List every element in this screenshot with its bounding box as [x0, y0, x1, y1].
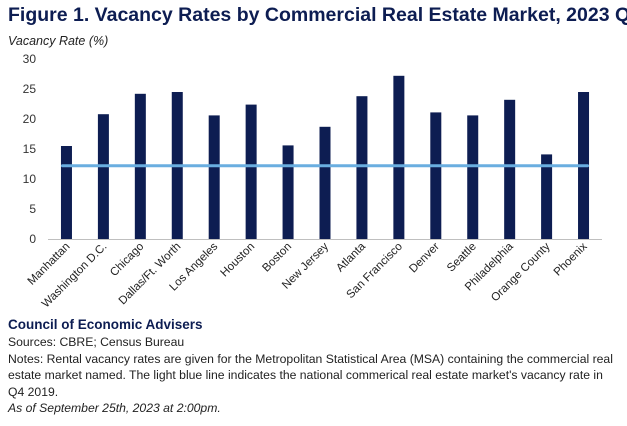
- y-tick-label: 30: [23, 52, 37, 66]
- y-tick-label: 0: [29, 232, 36, 246]
- bar: [504, 99, 516, 239]
- chart-title: Figure 1. Vacancy Rates by Commercial Re…: [8, 4, 627, 26]
- y-tick-label: 5: [29, 202, 36, 216]
- category-label: Chicago: [108, 241, 146, 279]
- y-tick-label: 20: [23, 112, 37, 126]
- notes-text: Notes: Rental vacancy rates are given fo…: [8, 351, 613, 399]
- bars: [60, 75, 590, 239]
- chart-footer: Council of Economic Advisers Sources: CB…: [8, 316, 618, 417]
- y-tick-label: 25: [23, 82, 37, 96]
- category-label: Atlanta: [334, 240, 368, 274]
- y-axis-ticks: 0 5 10 15 20 25 30: [23, 52, 37, 246]
- bar: [319, 126, 331, 239]
- bar: [60, 146, 72, 239]
- bar: [245, 104, 257, 239]
- bar: [356, 96, 368, 239]
- as-of-date: As of September 25th, 2023 at 2:00pm.: [8, 401, 221, 415]
- category-label: Washington D.C.: [40, 241, 110, 311]
- bar: [282, 145, 294, 239]
- category-label: Phoenix: [552, 240, 590, 278]
- bar: [208, 115, 220, 239]
- organization-name: Council of Economic Advisers: [8, 317, 203, 332]
- category-label: Houston: [218, 241, 257, 280]
- y-tick-label: 10: [23, 172, 37, 186]
- bar: [97, 114, 109, 239]
- category-label: Seattle: [445, 241, 479, 275]
- sources-note: Sources: CBRE; Census Bureau: [8, 335, 185, 349]
- bar: [541, 154, 553, 239]
- bar: [467, 115, 479, 239]
- bar: [430, 112, 442, 239]
- bar: [393, 75, 405, 239]
- category-label: Denver: [407, 241, 442, 276]
- y-tick-label: 15: [23, 142, 37, 156]
- y-axis-label: Vacancy Rate (%): [8, 34, 109, 48]
- category-label: Boston: [260, 241, 294, 275]
